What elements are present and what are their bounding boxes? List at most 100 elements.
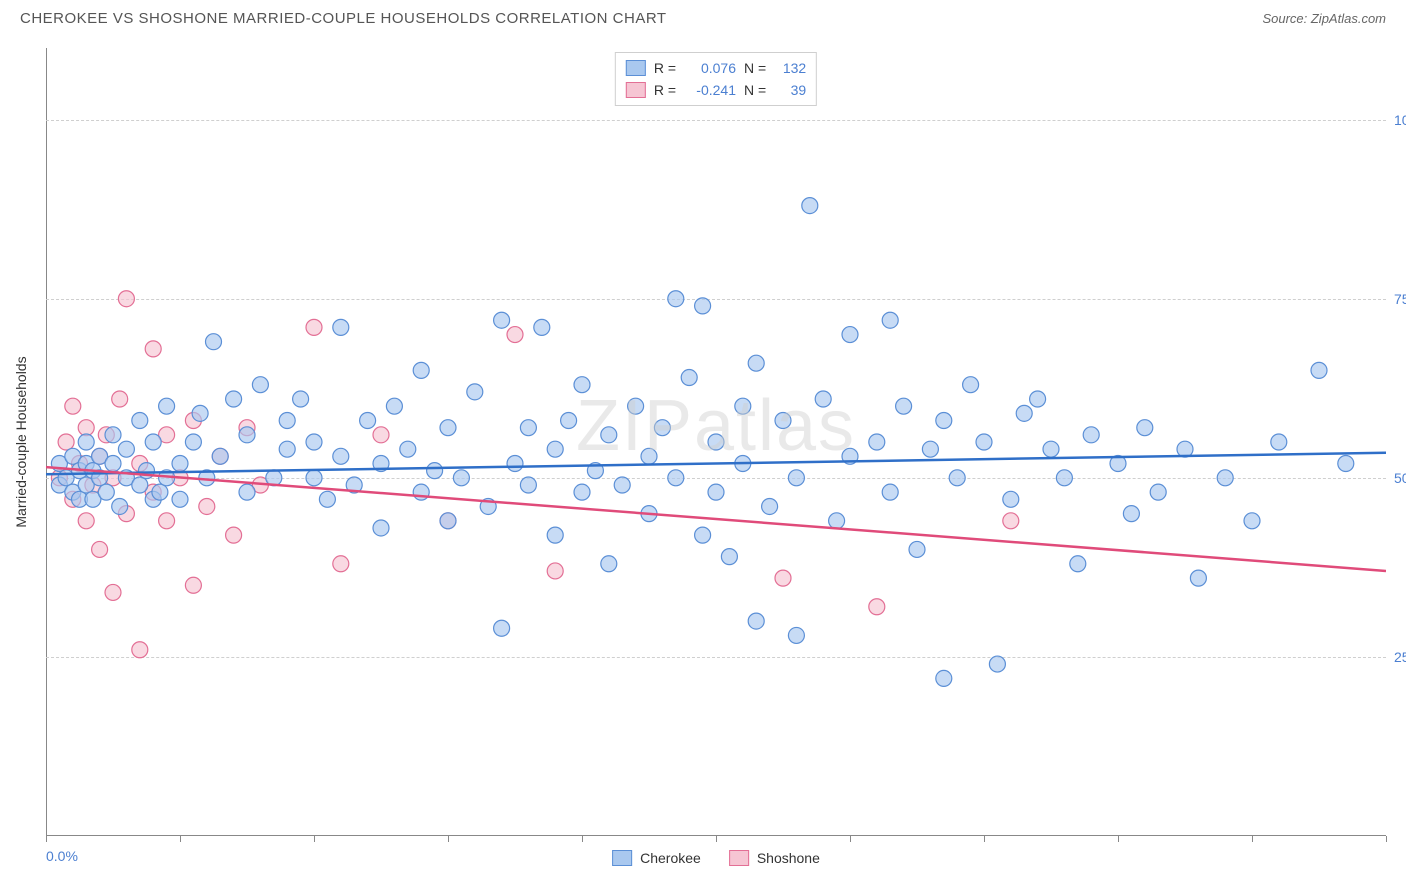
x-tick: [180, 836, 181, 842]
cherokee-point: [427, 463, 443, 479]
cherokee-point: [279, 441, 295, 457]
scatter-svg: [46, 48, 1386, 836]
shoshone-point: [199, 498, 215, 514]
n-label: N =: [744, 57, 766, 79]
cherokee-point: [775, 413, 791, 429]
cherokee-point: [1123, 506, 1139, 522]
cherokee-point: [206, 334, 222, 350]
x-tick: [314, 836, 315, 842]
legend-row-cherokee: R = 0.076 N = 132: [626, 57, 806, 79]
cherokee-point: [788, 470, 804, 486]
shoshone-point: [306, 319, 322, 335]
cherokee-point: [547, 527, 563, 543]
cherokee-point: [306, 470, 322, 486]
y-axis-label: Married-couple Households: [13, 356, 29, 527]
cherokee-point: [319, 491, 335, 507]
r-label: R =: [654, 57, 676, 79]
n-value-cherokee: 132: [774, 57, 806, 79]
shoshone-point: [373, 427, 389, 443]
cherokee-point: [802, 198, 818, 214]
cherokee-point: [520, 420, 536, 436]
x-tick: [582, 836, 583, 842]
cherokee-point: [239, 427, 255, 443]
cherokee-point: [614, 477, 630, 493]
cherokee-point: [788, 627, 804, 643]
cherokee-point: [748, 355, 764, 371]
cherokee-point: [400, 441, 416, 457]
legend-label-cherokee: Cherokee: [640, 850, 701, 866]
shoshone-point: [118, 291, 134, 307]
cherokee-point: [192, 405, 208, 421]
cherokee-point: [936, 413, 952, 429]
cherokee-point: [842, 327, 858, 343]
shoshone-point: [159, 513, 175, 529]
cherokee-point: [922, 441, 938, 457]
cherokee-point: [1043, 441, 1059, 457]
n-value-shoshone: 39: [774, 79, 806, 101]
cherokee-point: [708, 484, 724, 500]
cherokee-point: [1217, 470, 1233, 486]
cherokee-point: [152, 484, 168, 500]
cherokee-point: [132, 477, 148, 493]
cherokee-point: [1016, 405, 1032, 421]
legend-swatch-shoshone-icon: [729, 850, 749, 866]
cherokee-point: [105, 455, 121, 471]
cherokee-point: [534, 319, 550, 335]
cherokee-point: [112, 498, 128, 514]
x-tick: [46, 836, 47, 842]
cherokee-point: [467, 384, 483, 400]
cherokee-point: [279, 413, 295, 429]
cherokee-point: [98, 484, 114, 500]
shoshone-trendline: [46, 467, 1386, 571]
cherokee-point: [829, 513, 845, 529]
cherokee-point: [159, 398, 175, 414]
cherokee-point: [547, 441, 563, 457]
cherokee-point: [601, 427, 617, 443]
r-value-shoshone: -0.241: [684, 79, 736, 101]
cherokee-point: [1083, 427, 1099, 443]
cherokee-point: [494, 620, 510, 636]
cherokee-point: [1311, 362, 1327, 378]
cherokee-point: [668, 470, 684, 486]
shoshone-point: [132, 642, 148, 658]
chart-title: CHEROKEE VS SHOSHONE MARRIED-COUPLE HOUS…: [20, 10, 667, 27]
cherokee-point: [1150, 484, 1166, 500]
cherokee-point: [172, 455, 188, 471]
cherokee-point: [681, 370, 697, 386]
cherokee-point: [453, 470, 469, 486]
shoshone-point: [185, 577, 201, 593]
source-attribution: Source: ZipAtlas.com: [1262, 11, 1386, 26]
cherokee-point: [520, 477, 536, 493]
cherokee-point: [132, 413, 148, 429]
cherokee-point: [976, 434, 992, 450]
cherokee-point: [668, 291, 684, 307]
legend-swatch-cherokee: [626, 60, 646, 76]
cherokee-point: [373, 520, 389, 536]
cherokee-point: [306, 434, 322, 450]
x-tick: [448, 836, 449, 842]
shoshone-point: [1003, 513, 1019, 529]
cherokee-point: [226, 391, 242, 407]
cherokee-point: [748, 613, 764, 629]
cherokee-point: [293, 391, 309, 407]
cherokee-point: [1056, 470, 1072, 486]
cherokee-point: [360, 413, 376, 429]
cherokee-point: [413, 362, 429, 378]
cherokee-point: [440, 420, 456, 436]
cherokee-point: [882, 484, 898, 500]
cherokee-point: [386, 398, 402, 414]
cherokee-point: [721, 549, 737, 565]
cherokee-point: [1271, 434, 1287, 450]
cherokee-point: [1190, 570, 1206, 586]
legend-item-cherokee: Cherokee: [612, 850, 701, 866]
shoshone-point: [78, 420, 94, 436]
chart-area: Married-couple Households 25.0%50.0%75.0…: [46, 48, 1386, 836]
shoshone-point: [869, 599, 885, 615]
cherokee-trendline: [46, 453, 1386, 474]
cherokee-point: [909, 541, 925, 557]
cherokee-point: [654, 420, 670, 436]
shoshone-point: [58, 434, 74, 450]
cherokee-point: [118, 441, 134, 457]
shoshone-point: [226, 527, 242, 543]
cherokee-point: [1070, 556, 1086, 572]
